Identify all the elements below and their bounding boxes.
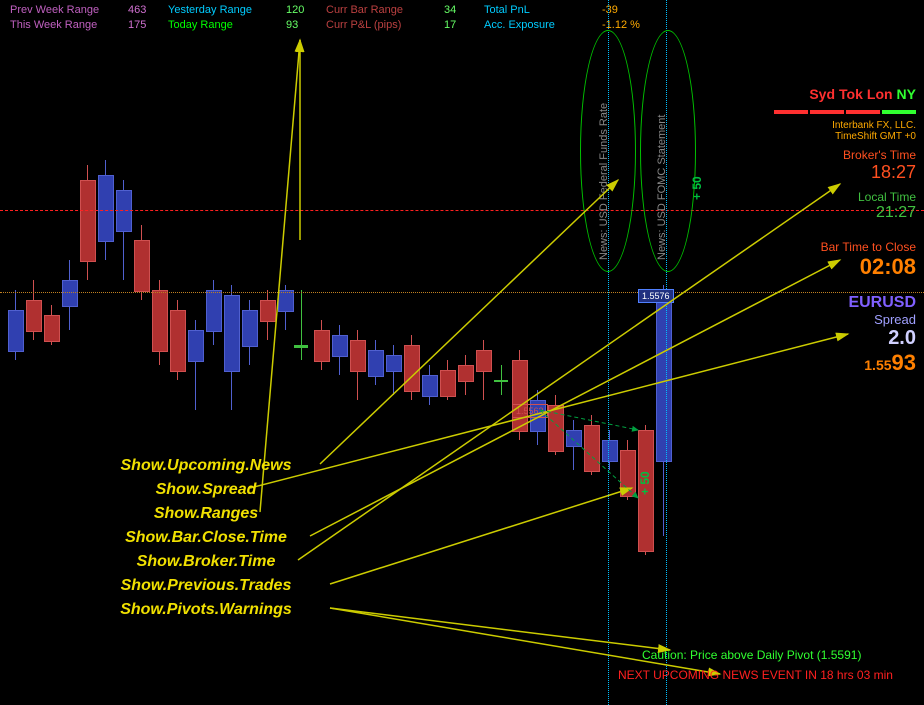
feature-label: Show.Upcoming.News xyxy=(66,454,346,478)
stats-bar: Prev Week Range463Yesterday Range120Curr… xyxy=(10,4,642,34)
symbol-label: EURUSD xyxy=(848,294,916,311)
bar-close-label: Bar Time to Close xyxy=(821,240,916,254)
feature-labels: Show.Upcoming.NewsShow.SpreadShow.Ranges… xyxy=(66,454,346,622)
spread-value: 2.0 xyxy=(888,327,916,349)
broker-time: 18:27 xyxy=(871,162,916,182)
broker-time-block: Broker's Time 18:27 xyxy=(843,148,916,183)
broker-name: Interbank FX, LLC. xyxy=(832,120,916,131)
local-time-block: Local Time 21:27 xyxy=(858,190,916,222)
feature-label: Show.Bar.Close.Time xyxy=(66,526,346,550)
chart-root[interactable]: Prev Week Range463Yesterday Range120Curr… xyxy=(0,0,924,705)
local-time-label: Local Time xyxy=(858,190,916,204)
local-time: 21:27 xyxy=(876,204,916,221)
feature-label: Show.Broker.Time xyxy=(66,550,346,574)
spread-label: Spread xyxy=(874,312,916,327)
bar-close-block: Bar Time to Close 02:08 xyxy=(821,240,916,280)
price-value: 1.5593 xyxy=(864,350,916,375)
broker-time-label: Broker's Time xyxy=(843,148,916,162)
feature-label: Show.Previous.Trades xyxy=(66,574,346,598)
symbol-block: EURUSD Spread 2.0 1.5593 xyxy=(848,294,916,376)
bar-close-time: 02:08 xyxy=(860,254,916,279)
feature-label: Show.Ranges xyxy=(66,502,346,526)
timeshift: TimeShift GMT +0 xyxy=(835,131,916,142)
session-indicator: SydTokLonNY Interbank FX, LLC. TimeShift… xyxy=(772,86,916,142)
feature-label: Show.Spread xyxy=(66,478,346,502)
feature-label: Show.Pivots.Warnings xyxy=(66,598,346,622)
